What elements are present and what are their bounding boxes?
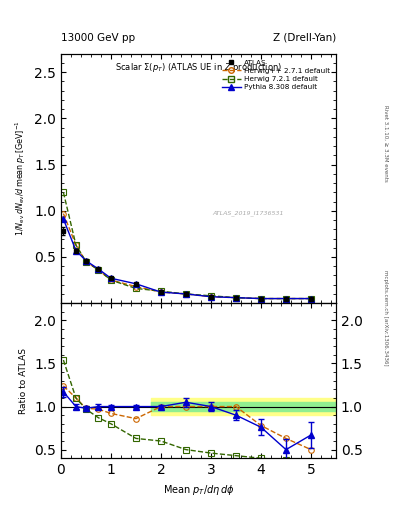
Text: 13000 GeV pp: 13000 GeV pp	[61, 33, 135, 42]
Text: Rivet 3.1.10, ≥ 3.3M events: Rivet 3.1.10, ≥ 3.3M events	[383, 105, 388, 182]
Y-axis label: Ratio to ATLAS: Ratio to ATLAS	[20, 348, 29, 414]
Text: ATLAS_2019_I1736531: ATLAS_2019_I1736531	[212, 210, 284, 216]
Text: Scalar $\Sigma(p_T)$ (ATLAS UE in $Z$ production): Scalar $\Sigma(p_T)$ (ATLAS UE in $Z$ pr…	[115, 61, 282, 74]
Text: Z (Drell-Yan): Z (Drell-Yan)	[273, 33, 336, 42]
Y-axis label: $1/N_\mathrm{ev}\,dN_\mathrm{ev}/d\,\mathrm{mean}\,p_T\,[\mathrm{GeV}]^{-1}$: $1/N_\mathrm{ev}\,dN_\mathrm{ev}/d\,\mat…	[14, 120, 29, 237]
X-axis label: Mean $p_T/d\eta\,d\phi$: Mean $p_T/d\eta\,d\phi$	[163, 483, 234, 497]
Text: mcplots.cern.ch [arXiv:1306.3436]: mcplots.cern.ch [arXiv:1306.3436]	[383, 270, 388, 365]
Legend: ATLAS, Herwig++ 2.7.1 default, Herwig 7.2.1 default, Pythia 8.308 default: ATLAS, Herwig++ 2.7.1 default, Herwig 7.…	[220, 57, 332, 93]
